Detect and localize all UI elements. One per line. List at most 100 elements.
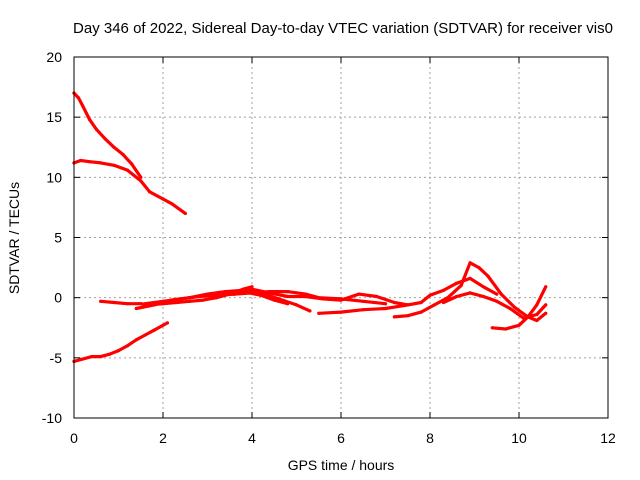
data-point	[406, 314, 410, 318]
data-point	[383, 306, 388, 311]
data-point	[535, 318, 539, 323]
y-tick-label: 5	[54, 230, 62, 246]
data-point	[468, 291, 472, 295]
data-point	[116, 349, 121, 353]
data-point	[308, 309, 312, 313]
data-point	[139, 302, 143, 306]
x-tick-label: 2	[159, 430, 167, 446]
data-point	[517, 323, 521, 327]
data-point	[76, 96, 81, 100]
data-point	[223, 292, 227, 296]
data-point	[143, 333, 147, 337]
data-point	[286, 290, 290, 294]
data-point	[94, 127, 98, 131]
data-point	[481, 285, 485, 289]
y-tick-label: 10	[46, 169, 62, 185]
data-point	[357, 292, 361, 296]
data-point	[165, 321, 169, 325]
plot-area	[72, 91, 548, 363]
data-point	[468, 261, 472, 265]
data-point	[143, 302, 147, 306]
data-point	[125, 344, 129, 348]
data-point	[103, 137, 107, 141]
data-point	[170, 202, 174, 206]
data-point	[286, 302, 290, 306]
x-tick-label: 12	[600, 430, 616, 446]
data-point	[125, 302, 129, 306]
data-point	[535, 312, 539, 317]
series-line-arc-1	[72, 91, 143, 179]
x-tick-label: 0	[70, 430, 78, 446]
data-point	[455, 294, 459, 299]
series-line-arc-12	[490, 285, 548, 331]
y-tick-label: -10	[42, 410, 62, 426]
data-point	[250, 287, 254, 291]
data-point	[130, 162, 134, 166]
axis-ticks: 0 2 4 6 8 10 12 -10 -5 0 5 10 15 20	[42, 49, 616, 446]
data-point	[286, 294, 290, 299]
data-point	[317, 311, 321, 315]
data-point	[455, 281, 459, 285]
data-point	[259, 293, 263, 297]
data-point	[508, 306, 512, 311]
data-point	[99, 299, 103, 303]
data-point	[125, 168, 129, 172]
data-point	[188, 299, 192, 303]
data-point	[477, 266, 481, 270]
data-point	[392, 315, 396, 319]
data-point	[108, 352, 112, 356]
data-point	[268, 291, 272, 295]
data-point	[486, 274, 490, 278]
data-point	[321, 297, 325, 301]
data-point	[139, 175, 143, 179]
data-point	[183, 211, 187, 215]
data-point	[174, 300, 178, 305]
data-point	[419, 310, 423, 314]
x-tick-label: 6	[337, 430, 345, 446]
data-point	[79, 158, 83, 163]
data-point	[188, 296, 192, 300]
data-point	[294, 303, 299, 307]
x-tick-label: 10	[511, 430, 527, 446]
y-axis-label: SDTVAR / TECUs	[6, 182, 22, 294]
grid	[74, 57, 608, 418]
data-point	[406, 303, 410, 307]
data-point	[441, 288, 445, 292]
data-point	[161, 299, 165, 303]
data-point	[544, 311, 548, 315]
data-point	[81, 104, 85, 108]
data-point	[139, 179, 143, 183]
data-point	[441, 300, 445, 305]
data-point	[339, 298, 343, 302]
y-tick-label: 15	[46, 109, 62, 125]
data-point	[272, 298, 276, 302]
y-tick-label: -5	[50, 350, 63, 366]
data-point	[201, 298, 205, 302]
data-point	[419, 300, 423, 305]
data-point	[375, 294, 379, 299]
series-line-arc-2	[72, 158, 187, 215]
series-line-arc-9	[317, 276, 499, 315]
data-point	[432, 303, 436, 307]
data-point	[232, 292, 236, 296]
data-point	[148, 190, 152, 194]
data-point	[468, 276, 472, 280]
data-point	[90, 355, 94, 359]
data-point	[99, 161, 103, 165]
data-point	[535, 303, 539, 307]
data-point	[499, 292, 503, 296]
data-point	[339, 310, 343, 314]
data-point	[112, 300, 116, 305]
data-point	[495, 292, 499, 296]
data-point	[88, 118, 92, 122]
series-line-arc-10	[392, 261, 548, 323]
x-tick-label: 8	[426, 430, 434, 446]
data-point	[512, 305, 517, 309]
data-point	[392, 300, 396, 305]
data-point	[526, 315, 530, 319]
data-point	[544, 303, 548, 307]
series-line-arc-3	[72, 321, 169, 363]
data-point	[250, 285, 254, 289]
data-point	[459, 284, 463, 288]
